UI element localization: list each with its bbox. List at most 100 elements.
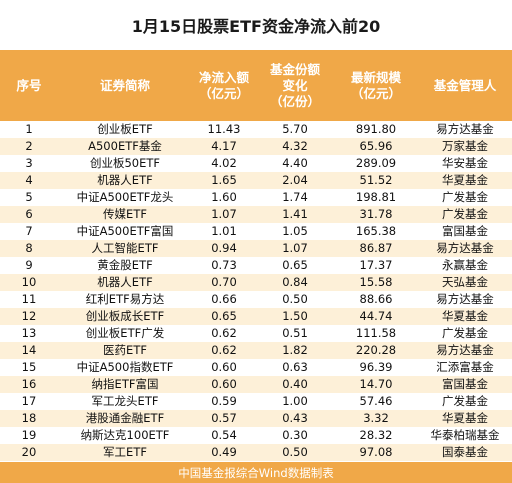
cell-net-inflow: 0.60 [211,377,237,391]
cell-net-inflow: 0.57 [211,411,237,425]
table-row: 4 机器人ETF 1.65 2.04 51.52 华夏基金 [0,172,512,189]
cell-fund-manager: 华夏基金 [442,173,488,187]
cell-net-inflow: 0.66 [211,292,237,306]
cell-index: 5 [25,190,33,204]
cell-share-change: 0.43 [282,411,308,425]
cell-security-name: 中证A500ETF富国 [76,224,174,238]
cell-security-name: 医药ETF [103,343,147,357]
cell-share-change: 1.41 [282,207,308,221]
cell-fund-manager: 万家基金 [442,139,488,153]
table-body: 1 创业板ETF 11.43 5.70 891.80 易方达基金 2 A500ETF基金 4.1… [0,121,512,462]
cell-security-name: 传媒ETF [103,207,147,221]
cell-latest-size: 51.52 [359,173,393,187]
cell-fund-manager: 华安基金 [442,156,488,170]
cell-share-change: 0.30 [282,428,308,442]
table-row: 20 军工ETF 0.49 0.50 97.08 国泰基金 [0,444,512,461]
cell-index: 10 [21,275,37,289]
table-row: 6 传媒ETF 1.07 1.41 31.78 广发基金 [0,206,512,223]
cell-latest-size: 57.46 [359,394,393,408]
cell-latest-size: 31.78 [359,207,393,221]
cell-share-change: 1.00 [282,394,308,408]
cell-latest-size: 88.66 [359,292,393,306]
cell-share-change: 0.63 [282,360,308,374]
cell-net-inflow: 4.17 [211,139,237,153]
cell-latest-size: 220.28 [355,343,397,357]
header-security-name: 证券简称 [99,77,150,93]
cell-net-inflow: 11.43 [207,122,241,136]
header-fund-manager: 基金管理人 [433,77,497,93]
cell-index: 4 [25,173,33,187]
cell-net-inflow: 0.59 [211,394,237,408]
cell-latest-size: 198.81 [355,190,397,204]
cell-share-change: 1.05 [282,224,308,238]
header-share-change: 基金份额 变化 （亿份） [269,61,320,109]
cell-index: 6 [25,207,33,221]
table-row: 10 机器人ETF 0.70 0.84 15.58 天弘基金 [0,274,512,291]
cell-share-change: 1.07 [282,241,308,255]
cell-security-name: 军工ETF [103,445,147,459]
cell-net-inflow: 0.62 [211,326,237,340]
cell-security-name: 中证A500ETF龙头 [76,190,174,204]
cell-latest-size: 44.74 [359,309,393,323]
cell-index: 8 [25,241,33,255]
cell-latest-size: 891.80 [355,122,397,136]
cell-share-change: 0.40 [282,377,308,391]
table-title: 1月15日股票ETF资金净流入前20 [0,0,512,50]
cell-fund-manager: 国泰基金 [442,445,488,459]
cell-share-change: 0.51 [282,326,308,340]
cell-security-name: 中证A500指数ETF [76,360,174,374]
cell-security-name: 创业板ETF广发 [85,326,165,340]
cell-net-inflow: 1.01 [211,224,237,238]
cell-latest-size: 65.96 [359,139,393,153]
cell-share-change: 4.40 [282,156,308,170]
cell-fund-manager: 富国基金 [442,377,488,391]
cell-fund-manager: 易方达基金 [436,122,494,136]
cell-fund-manager: 易方达基金 [436,292,494,306]
cell-net-inflow: 1.65 [211,173,237,187]
cell-share-change: 1.82 [282,343,308,357]
cell-net-inflow: 0.70 [211,275,237,289]
cell-fund-manager: 富国基金 [442,224,488,238]
cell-index: 9 [25,258,33,272]
cell-net-inflow: 1.60 [211,190,237,204]
cell-fund-manager: 广发基金 [442,207,488,221]
cell-security-name: 纳斯达克100ETF [80,428,170,442]
cell-security-name: 红利ETF易方达 [85,292,165,306]
cell-share-change: 1.74 [282,190,308,204]
cell-share-change: 5.70 [282,122,308,136]
cell-fund-manager: 广发基金 [442,326,488,340]
cell-fund-manager: 汇添富基金 [436,360,494,374]
table-row: 3 创业板50ETF 4.02 4.40 289.09 华安基金 [0,155,512,172]
cell-security-name: 机器人ETF [97,275,153,289]
cell-index: 17 [21,394,37,408]
cell-net-inflow: 0.73 [211,258,237,272]
table-row: 1 创业板ETF 11.43 5.70 891.80 易方达基金 [0,121,512,138]
cell-index: 1 [25,122,33,136]
cell-net-inflow: 0.49 [211,445,237,459]
cell-security-name: 港股通金融ETF [85,411,165,425]
cell-share-change: 2.04 [282,173,308,187]
cell-net-inflow: 0.54 [211,428,237,442]
table-row: 18 港股通金融ETF 0.57 0.43 3.32 华夏基金 [0,410,512,427]
cell-share-change: 4.32 [282,139,308,153]
cell-security-name: 创业板成长ETF [85,309,165,323]
cell-index: 3 [25,156,33,170]
table-row: 12 创业板成长ETF 0.65 1.50 44.74 华夏基金 [0,308,512,325]
cell-share-change: 0.65 [282,258,308,272]
cell-fund-manager: 华泰柏瑞基金 [430,428,500,442]
cell-share-change: 0.84 [282,275,308,289]
cell-latest-size: 165.38 [355,224,397,238]
cell-latest-size: 86.87 [359,241,393,255]
cell-net-inflow: 0.65 [211,309,237,323]
cell-index: 16 [21,377,37,391]
table-row: 11 红利ETF易方达 0.66 0.50 88.66 易方达基金 [0,291,512,308]
table-row: 9 黄金股ETF 0.73 0.65 17.37 永赢基金 [0,257,512,274]
table-row: 8 人工智能ETF 0.94 1.07 86.87 易方达基金 [0,240,512,257]
cell-latest-size: 3.32 [363,411,389,425]
cell-index: 14 [21,343,37,357]
cell-latest-size: 14.70 [359,377,393,391]
cell-fund-manager: 华夏基金 [442,411,488,425]
cell-net-inflow: 0.94 [211,241,237,255]
table-header: 序号 证券简称 净流入额 （亿元） 基金份额 变化 （亿份） 最新规模 （亿元）… [0,50,512,121]
cell-security-name: 创业板50ETF [89,156,161,170]
